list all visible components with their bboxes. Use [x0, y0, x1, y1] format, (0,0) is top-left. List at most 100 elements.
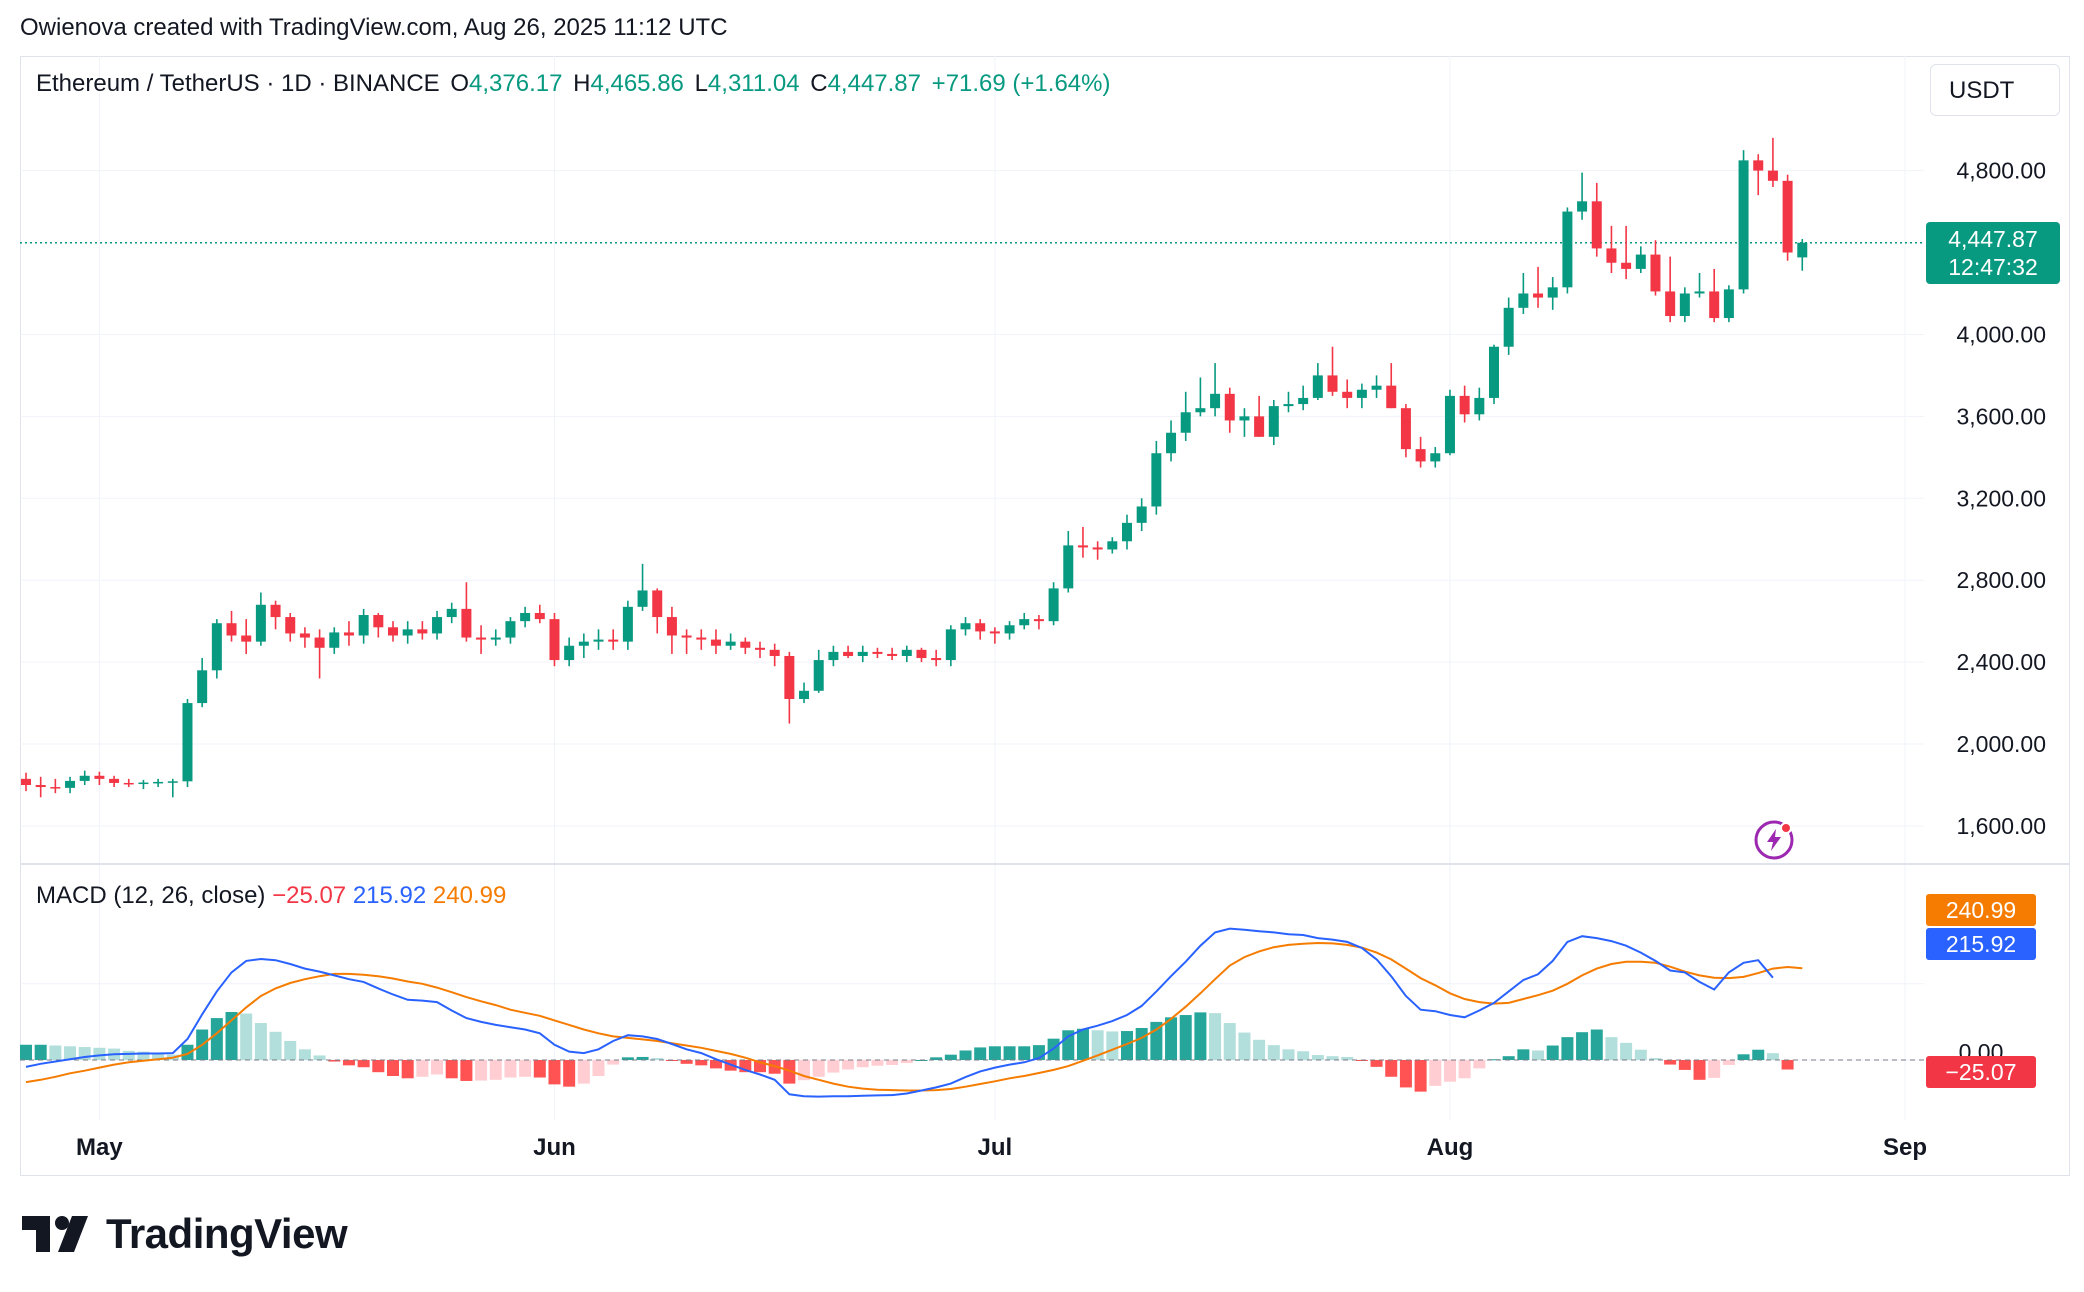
- macd-histogram-bar: [1546, 1045, 1559, 1060]
- candle-body: [1723, 289, 1734, 319]
- candle-body: [358, 615, 369, 636]
- macd-histogram-bar: [152, 1053, 165, 1060]
- candle-body: [916, 649, 927, 659]
- candle-body: [1224, 393, 1235, 421]
- macd-histogram-bar: [1165, 1017, 1178, 1060]
- candle-body: [1489, 346, 1499, 398]
- macd-histogram-bar: [137, 1051, 150, 1060]
- macd-histogram-bar: [988, 1046, 1001, 1060]
- candle-body: [417, 629, 428, 634]
- candle-body: [945, 629, 956, 661]
- candle-body: [534, 612, 545, 620]
- candle-body: [652, 590, 663, 618]
- macd-histogram-bar: [709, 1060, 722, 1069]
- macd-histogram-bar: [1223, 1023, 1236, 1060]
- candle-body: [21, 778, 31, 785]
- macd-histogram-bar: [210, 1018, 223, 1060]
- candle-body: [1430, 453, 1441, 462]
- macd-indicator-title[interactable]: MACD (12, 26, close): [36, 882, 266, 909]
- candle-body: [1356, 389, 1367, 398]
- candle-body: [1151, 453, 1162, 507]
- currency-unit-button[interactable]: USDT: [1930, 64, 2060, 116]
- close-label: C: [810, 70, 828, 97]
- candle-body: [1342, 391, 1353, 398]
- candle-body: [1650, 254, 1661, 292]
- candle-body: [1371, 385, 1382, 390]
- macd-histogram-bar: [1311, 1055, 1324, 1060]
- macd-histogram-bar: [1106, 1031, 1119, 1060]
- candle-body: [520, 612, 531, 622]
- candle-body: [476, 637, 487, 640]
- macd-histogram-bar: [930, 1057, 943, 1060]
- macd-line-value: 215.92: [352, 882, 427, 909]
- candle-body: [696, 637, 707, 640]
- macd-signal-tag: 240.99: [1926, 894, 2036, 926]
- candle-body: [65, 780, 76, 788]
- price-axis-label: 2,000.00: [1956, 731, 2046, 757]
- close-value: 4,447.87: [827, 70, 921, 97]
- macd-histogram-bar: [1341, 1056, 1354, 1060]
- candle-body: [666, 617, 677, 636]
- candle-body: [1665, 291, 1676, 317]
- candle-body: [710, 639, 721, 646]
- candle-body: [1562, 211, 1573, 288]
- symbol-title[interactable]: Ethereum / TetherUS · 1D · BINANCE: [36, 70, 440, 97]
- macd-histogram-bar: [607, 1060, 620, 1065]
- candle-body: [1004, 625, 1015, 634]
- macd-histogram-bar: [1385, 1060, 1398, 1077]
- macd-histogram-bar: [1649, 1058, 1662, 1060]
- macd-histogram-bar: [1532, 1050, 1545, 1060]
- macd-histogram-bar: [1620, 1042, 1633, 1060]
- macd-histogram-bar: [900, 1060, 913, 1064]
- candle-body: [1180, 412, 1191, 433]
- candle-body: [167, 781, 178, 783]
- macd-histogram-bar: [64, 1046, 77, 1060]
- last-price-value: 4,447.87: [1948, 226, 2038, 252]
- macd-histogram-bar: [1693, 1060, 1706, 1080]
- candle-body: [446, 608, 457, 618]
- macd-histogram-bar: [1634, 1049, 1647, 1060]
- macd-histogram-bar: [357, 1060, 370, 1068]
- macd-histogram-bar: [1722, 1060, 1735, 1065]
- macd-histogram-bar: [680, 1060, 693, 1064]
- candle-body: [138, 782, 149, 785]
- candle-body: [989, 631, 1000, 634]
- change-value: +71.69 (+1.64%): [931, 70, 1111, 97]
- candle-body: [1298, 397, 1309, 405]
- candle-body: [1474, 397, 1485, 415]
- macd-histogram-bar: [1238, 1032, 1251, 1060]
- candle-body: [211, 623, 222, 671]
- candle-body: [1327, 375, 1338, 392]
- macd-histogram-bar: [328, 1060, 341, 1062]
- candle-body: [285, 617, 296, 634]
- tradingview-logo[interactable]: TradingView: [22, 1210, 348, 1258]
- macd-histogram-bar: [1561, 1037, 1574, 1060]
- macd-histogram-bar: [20, 1044, 32, 1060]
- macd-histogram-bar: [254, 1023, 267, 1060]
- candle-body: [1063, 545, 1074, 589]
- candle-body: [1268, 406, 1279, 437]
- candle-body: [769, 649, 780, 656]
- macd-histogram-bar: [401, 1060, 414, 1079]
- macd-histogram-bar: [460, 1060, 473, 1081]
- candle-body: [314, 637, 325, 648]
- candle-body: [1547, 287, 1558, 298]
- candle-body: [299, 633, 310, 638]
- macd-histogram-bar: [1781, 1060, 1794, 1070]
- chart-attribution: Owienova created with TradingView.com, A…: [20, 14, 728, 41]
- macd-histogram-bar: [1399, 1060, 1412, 1088]
- price-axis-label: 3,600.00: [1956, 403, 2046, 429]
- candle-body: [608, 639, 619, 642]
- macd-histogram-bar: [240, 1013, 253, 1060]
- macd-histogram-bar: [519, 1060, 532, 1077]
- macd-histogram-bar: [856, 1060, 869, 1068]
- tradingview-logo-icon: [22, 1216, 88, 1252]
- lightning-icon[interactable]: [1752, 818, 1796, 867]
- candle-body: [490, 637, 501, 640]
- candle-body: [564, 645, 575, 661]
- candle-body: [1591, 201, 1602, 249]
- candle-body: [197, 670, 208, 704]
- macd-histogram-bar: [812, 1060, 825, 1077]
- macd-histogram-bar: [621, 1057, 634, 1060]
